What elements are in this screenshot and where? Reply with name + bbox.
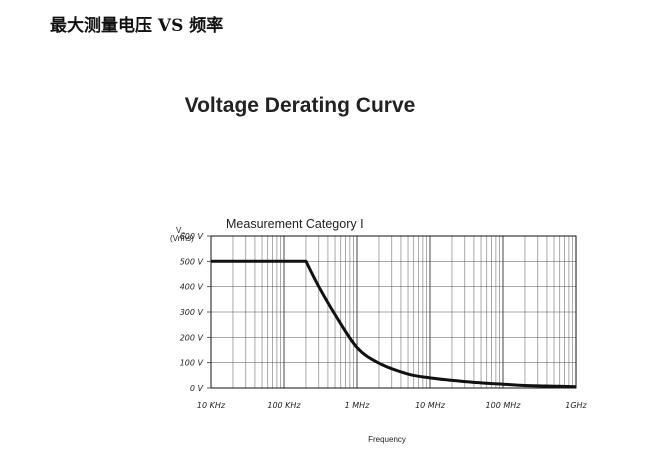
x-tick-label: 1 MHz xyxy=(345,401,371,410)
y-tick-label: 500 V xyxy=(180,257,204,266)
x-tick-label: 100 KHz xyxy=(267,401,301,410)
x-axis-label: Frequency xyxy=(368,435,406,444)
grid-lines xyxy=(210,235,576,389)
x-tick-label: 100 MHz xyxy=(486,401,522,410)
y-axis-label-main: V xyxy=(176,226,182,235)
y-tick-labels: 0 V 100 V 200 V 300 V 400 V 500 V 600 V xyxy=(180,232,211,393)
x-tick-label: 1GHz xyxy=(565,401,587,410)
y-tick-label: 400 V xyxy=(180,283,204,292)
x-tick-label: 10 KHz xyxy=(197,401,226,410)
y-axis-unit: (Vrms) xyxy=(170,234,194,243)
y-tick-label: 100 V xyxy=(180,359,204,368)
y-axis-label: VIN xyxy=(176,226,185,236)
y-tick-label: 600 V xyxy=(180,232,204,241)
x-tick-labels: 10 KHz 100 KHz 1 MHz 10 MHz 100 MHz 1GHz xyxy=(197,401,588,410)
series-layer xyxy=(211,259,577,389)
y-tick-label: 0 V xyxy=(190,384,204,393)
chart-title: Voltage Derating Curve xyxy=(184,94,416,117)
chart-subtitle: Measurement Category I xyxy=(226,217,364,231)
y-axis-label-subscript: IN xyxy=(181,231,185,236)
y-tick-label: 300 V xyxy=(180,308,204,317)
series-line xyxy=(211,259,577,389)
page-heading: 最大测量电压 VS 频率 xyxy=(50,16,224,36)
x-tick-label: 10 MHz xyxy=(415,401,446,410)
y-tick-label: 200 V xyxy=(180,333,204,342)
